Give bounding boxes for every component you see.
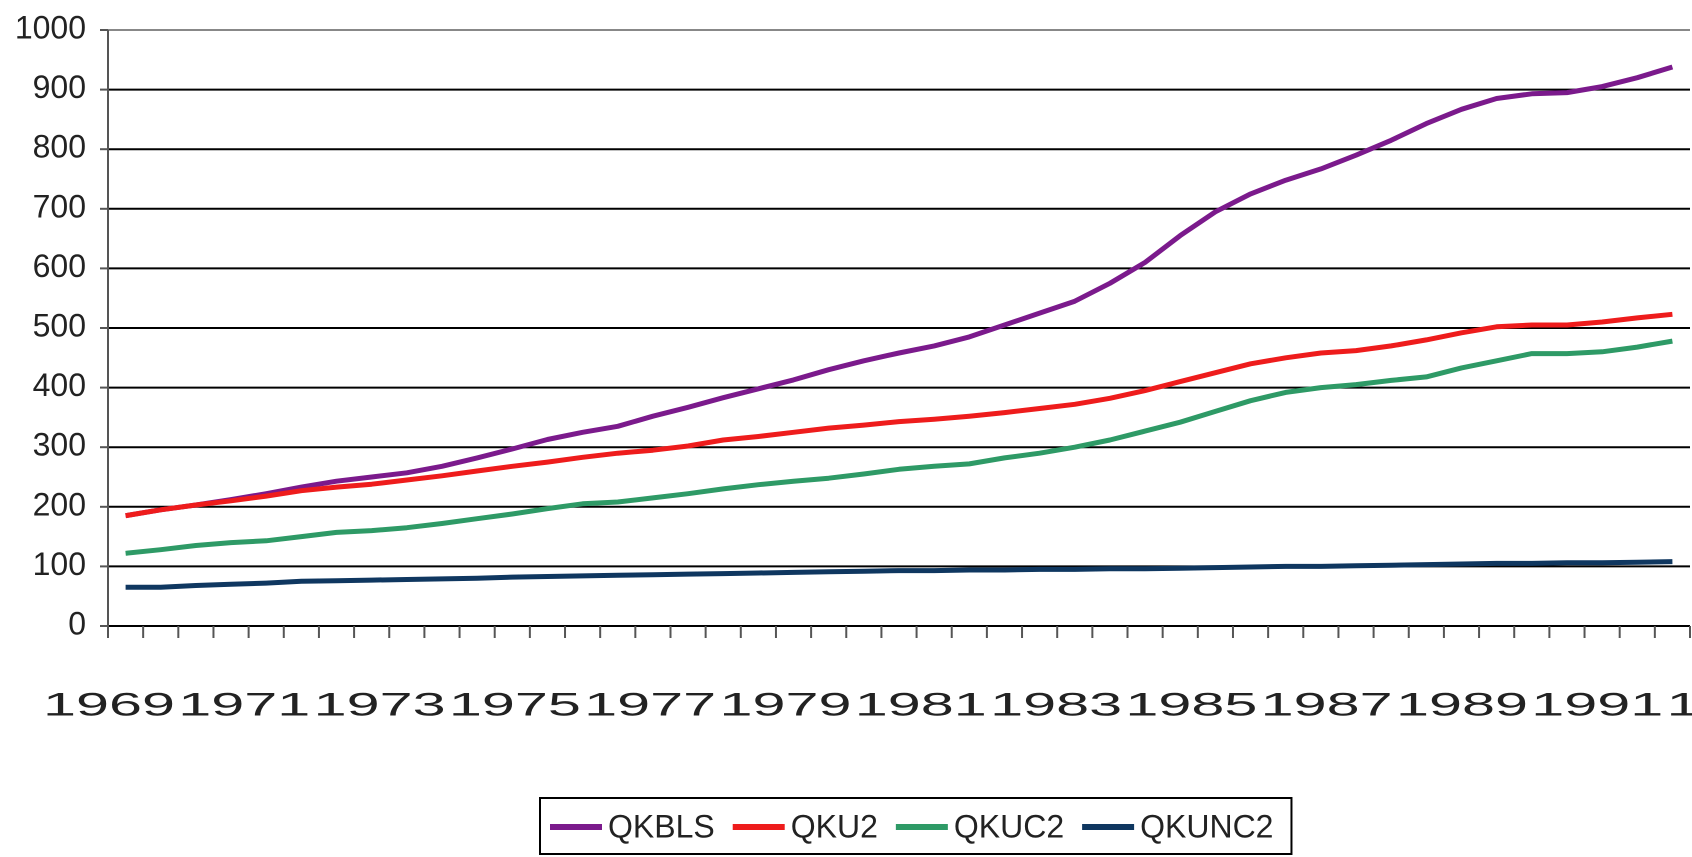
- legend-label: QKUC2: [954, 808, 1064, 844]
- series-line: [125, 64, 1674, 519]
- y-tick-label: 200: [33, 486, 86, 522]
- x-tick-label: 1985: [1125, 686, 1257, 722]
- x-tick-label: 1981: [855, 686, 987, 722]
- y-tick-label: 300: [33, 427, 86, 463]
- legend-label: QKUNC2: [1140, 808, 1273, 844]
- legend: QKBLS QKU2 QKUC2 QKUNC2: [539, 797, 1293, 855]
- series-line: [125, 311, 1673, 519]
- y-tick-label: 600: [33, 248, 86, 284]
- y-tick-label: 900: [33, 69, 86, 105]
- x-tick-label: 1977: [584, 686, 716, 722]
- y-tick-label: 100: [33, 546, 86, 582]
- x-tick-label: 1983: [990, 686, 1122, 722]
- y-tick-label: 1000: [15, 9, 86, 45]
- x-tick-label: 1979: [720, 686, 852, 722]
- x-tick-label: 1969: [43, 686, 175, 722]
- x-tick-label: 1987: [1261, 686, 1393, 722]
- x-tick-label: 1975: [449, 686, 581, 722]
- y-tick-label: 0: [68, 605, 86, 641]
- legend-label: QKBLS: [608, 808, 715, 844]
- series-line: [125, 559, 1673, 590]
- x-tick-label: 1991: [1531, 686, 1663, 722]
- y-tick-label: 800: [33, 129, 86, 165]
- legend-label: QKU2: [791, 808, 878, 844]
- x-tick-label: 1971: [178, 686, 310, 722]
- series-line: [125, 338, 1673, 556]
- x-tick-label: 1973: [314, 686, 446, 722]
- y-tick-label: 500: [33, 307, 86, 343]
- x-tick-label: 1989: [1396, 686, 1528, 722]
- y-tick-label: 400: [33, 367, 86, 403]
- x-tick-label: 1993: [1667, 686, 1692, 722]
- y-tick-label: 700: [33, 188, 86, 224]
